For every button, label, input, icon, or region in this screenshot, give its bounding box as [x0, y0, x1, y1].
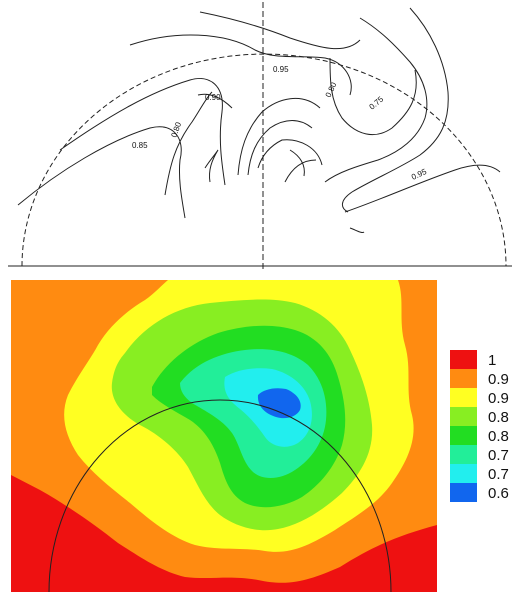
contour-line-diagram: 0.85 0.90 0.80 0.95 0.80 0.75 0.95 — [8, 2, 512, 272]
contour-label: 0.85 — [132, 141, 148, 150]
legend-swatch — [450, 445, 477, 464]
filled-contour-map — [11, 280, 437, 593]
contour-line — [199, 11, 361, 50]
contour-line — [164, 91, 213, 196]
contour-line — [324, 17, 428, 183]
contour-line — [17, 126, 186, 219]
legend-label: 0.7 — [488, 466, 509, 483]
contour-line — [237, 97, 321, 176]
boundary-arc — [21, 53, 507, 267]
contour-label: 0.90 — [205, 93, 221, 102]
contour-line — [342, 7, 449, 213]
contour-label: 0.80 — [169, 120, 183, 138]
contour-label: 0.95 — [410, 167, 428, 182]
contour-line — [197, 93, 233, 109]
legend-label: 0.7 — [488, 447, 509, 464]
legend-label: 0.8 — [488, 428, 509, 445]
contour-line — [204, 149, 219, 183]
legend-swatch — [450, 388, 477, 407]
legend-swatch — [450, 350, 477, 369]
contour-label: 0.80 — [324, 80, 339, 98]
legend-swatch — [450, 369, 477, 388]
contour-line — [247, 120, 313, 176]
legend-label: 0.8 — [488, 409, 509, 426]
legend-label: 0.6 — [488, 485, 509, 502]
legend-swatch — [450, 426, 477, 445]
contour-region — [257, 388, 301, 419]
contour-line — [284, 159, 317, 183]
legend-swatch — [450, 464, 477, 483]
legend-label: 0.9 — [488, 390, 509, 407]
contour-label: 0.95 — [273, 65, 289, 74]
legend-swatch — [450, 407, 477, 426]
contour-line — [349, 227, 365, 233]
legend-label: 1 — [488, 352, 497, 369]
contour-line — [129, 34, 352, 96]
legend-label: 0.9 — [488, 371, 509, 388]
contour-line — [344, 164, 501, 213]
contour-line — [59, 78, 226, 186]
legend-swatch — [450, 483, 477, 502]
contour-line — [257, 139, 323, 169]
contour-line — [329, 57, 417, 136]
boundary-circle — [48, 399, 392, 593]
contour-line — [289, 149, 305, 177]
contour-label: 0.75 — [368, 94, 386, 111]
